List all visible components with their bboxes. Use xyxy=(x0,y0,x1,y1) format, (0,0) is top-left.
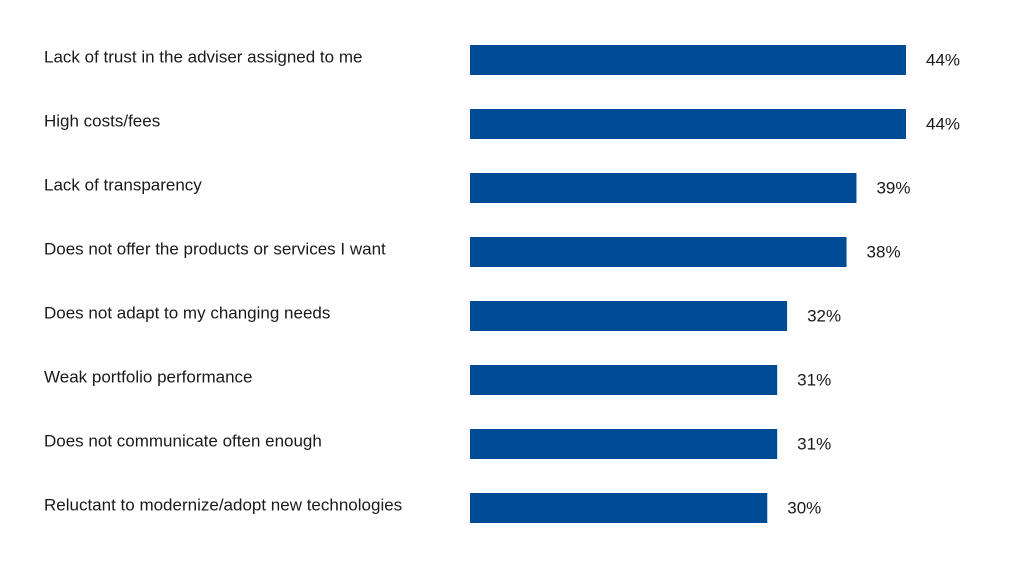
category-label: High costs/fees xyxy=(44,111,160,130)
value-labels: 44% 44% 39% 38% 32% 31% 31% 30% xyxy=(787,50,960,517)
category-label: Weak portfolio performance xyxy=(44,367,253,386)
value-label: 38% xyxy=(867,242,901,261)
value-label: 31% xyxy=(797,434,831,453)
bar xyxy=(470,429,778,459)
value-label: 32% xyxy=(807,306,841,325)
value-label: 30% xyxy=(787,498,821,517)
value-label: 44% xyxy=(926,114,960,133)
category-label: Does not adapt to my changing needs xyxy=(44,303,330,322)
bar xyxy=(470,237,847,267)
bar xyxy=(470,365,778,395)
bar xyxy=(470,301,788,331)
category-label: Does not offer the products or services … xyxy=(44,239,386,258)
category-labels: Lack of trust in the adviser assigned to… xyxy=(44,47,402,514)
bar xyxy=(470,493,768,523)
category-label: Does not communicate often enough xyxy=(44,431,322,450)
bars xyxy=(470,45,906,523)
value-label: 31% xyxy=(797,370,831,389)
bar xyxy=(470,45,906,75)
bar xyxy=(470,109,906,139)
category-label: Lack of transparency xyxy=(44,175,202,194)
value-label: 44% xyxy=(926,50,960,69)
value-label: 39% xyxy=(876,178,910,197)
category-label: Lack of trust in the adviser assigned to… xyxy=(44,47,362,66)
bar xyxy=(470,173,857,203)
category-label: Reluctant to modernize/adopt new technol… xyxy=(44,495,402,514)
